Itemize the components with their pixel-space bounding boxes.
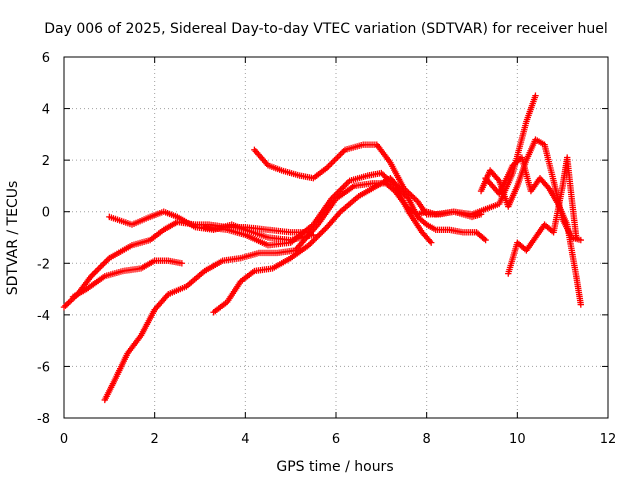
y-tick-label: 4 (42, 103, 50, 118)
x-tick-label: 0 (60, 432, 68, 447)
data-point (91, 269, 98, 277)
y-tick-label: -8 (37, 412, 50, 427)
data-point (334, 154, 341, 161)
x-tick-label: 4 (241, 432, 249, 447)
data-point (314, 233, 322, 240)
data-point (97, 263, 104, 271)
data-point (328, 160, 335, 167)
series-arc2 (69, 257, 186, 301)
data-point (331, 157, 338, 164)
data-point (577, 301, 584, 308)
x-tick-label: 2 (151, 432, 159, 447)
series-arc6 (201, 169, 435, 249)
grid (64, 57, 608, 418)
data-point (338, 149, 346, 157)
series-arc9 (482, 154, 584, 308)
data-point (332, 155, 340, 163)
data-point (92, 268, 99, 275)
y-tick-label: -4 (37, 309, 50, 324)
data-point (326, 161, 334, 169)
y-axis-label: SDTVAR / TECUs (5, 181, 21, 296)
x-tick-label: 6 (332, 432, 340, 447)
y-tick-label: 2 (42, 154, 50, 169)
y-tick-label: -6 (37, 360, 50, 375)
data-point (577, 236, 584, 244)
data-point (426, 237, 434, 245)
x-tick-label: 10 (509, 432, 526, 447)
x-tick-label: 12 (600, 432, 617, 447)
data-point (308, 239, 316, 246)
data-point (317, 230, 325, 237)
data-point (311, 236, 319, 243)
data-point (320, 226, 328, 234)
data-point (573, 234, 580, 241)
data-point (482, 236, 489, 244)
data-point (494, 176, 502, 183)
data-point (95, 265, 102, 272)
x-tick-label: 8 (423, 432, 431, 447)
data-point (335, 152, 343, 160)
data-point (532, 92, 539, 99)
data-marks (60, 92, 584, 404)
x-axis-label: GPS time / hours (276, 459, 393, 475)
data-point (428, 239, 435, 246)
series-arc3 (106, 208, 317, 244)
data-point (178, 260, 186, 267)
y-tick-label: -2 (37, 257, 50, 272)
y-tick-label: 6 (42, 51, 50, 66)
data-point (337, 151, 344, 158)
data-point (329, 158, 337, 166)
data-point (404, 194, 411, 201)
data-point (94, 266, 101, 274)
data-point (100, 260, 107, 268)
series-arc5 (210, 174, 489, 316)
data-point (343, 180, 350, 187)
data-point (101, 259, 108, 266)
data-point (316, 231, 323, 238)
axis-ticks: 0 2 4 6 8 10 12 -8 -6 -4 -2 0 2 4 6 (37, 51, 616, 447)
series-arc10 (505, 154, 580, 277)
data-point (319, 228, 326, 235)
series-arc7 (251, 92, 539, 218)
chart-title: Day 006 of 2025, Sidereal Day-to-day VTE… (44, 21, 607, 37)
y-tick-label: 0 (42, 206, 50, 221)
